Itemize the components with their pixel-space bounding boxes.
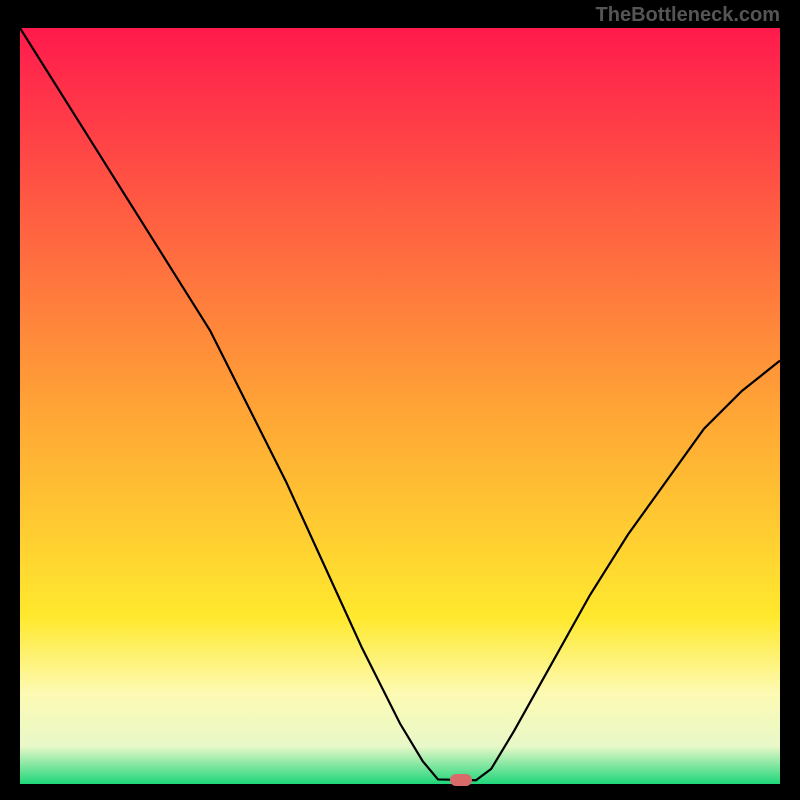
chart-container: TheBottleneck.com <box>0 0 800 800</box>
plot-area <box>20 28 780 784</box>
bottleneck-curve <box>20 28 780 780</box>
curve-svg <box>20 28 780 784</box>
optimum-marker <box>450 774 472 786</box>
watermark-text: TheBottleneck.com <box>596 4 780 27</box>
